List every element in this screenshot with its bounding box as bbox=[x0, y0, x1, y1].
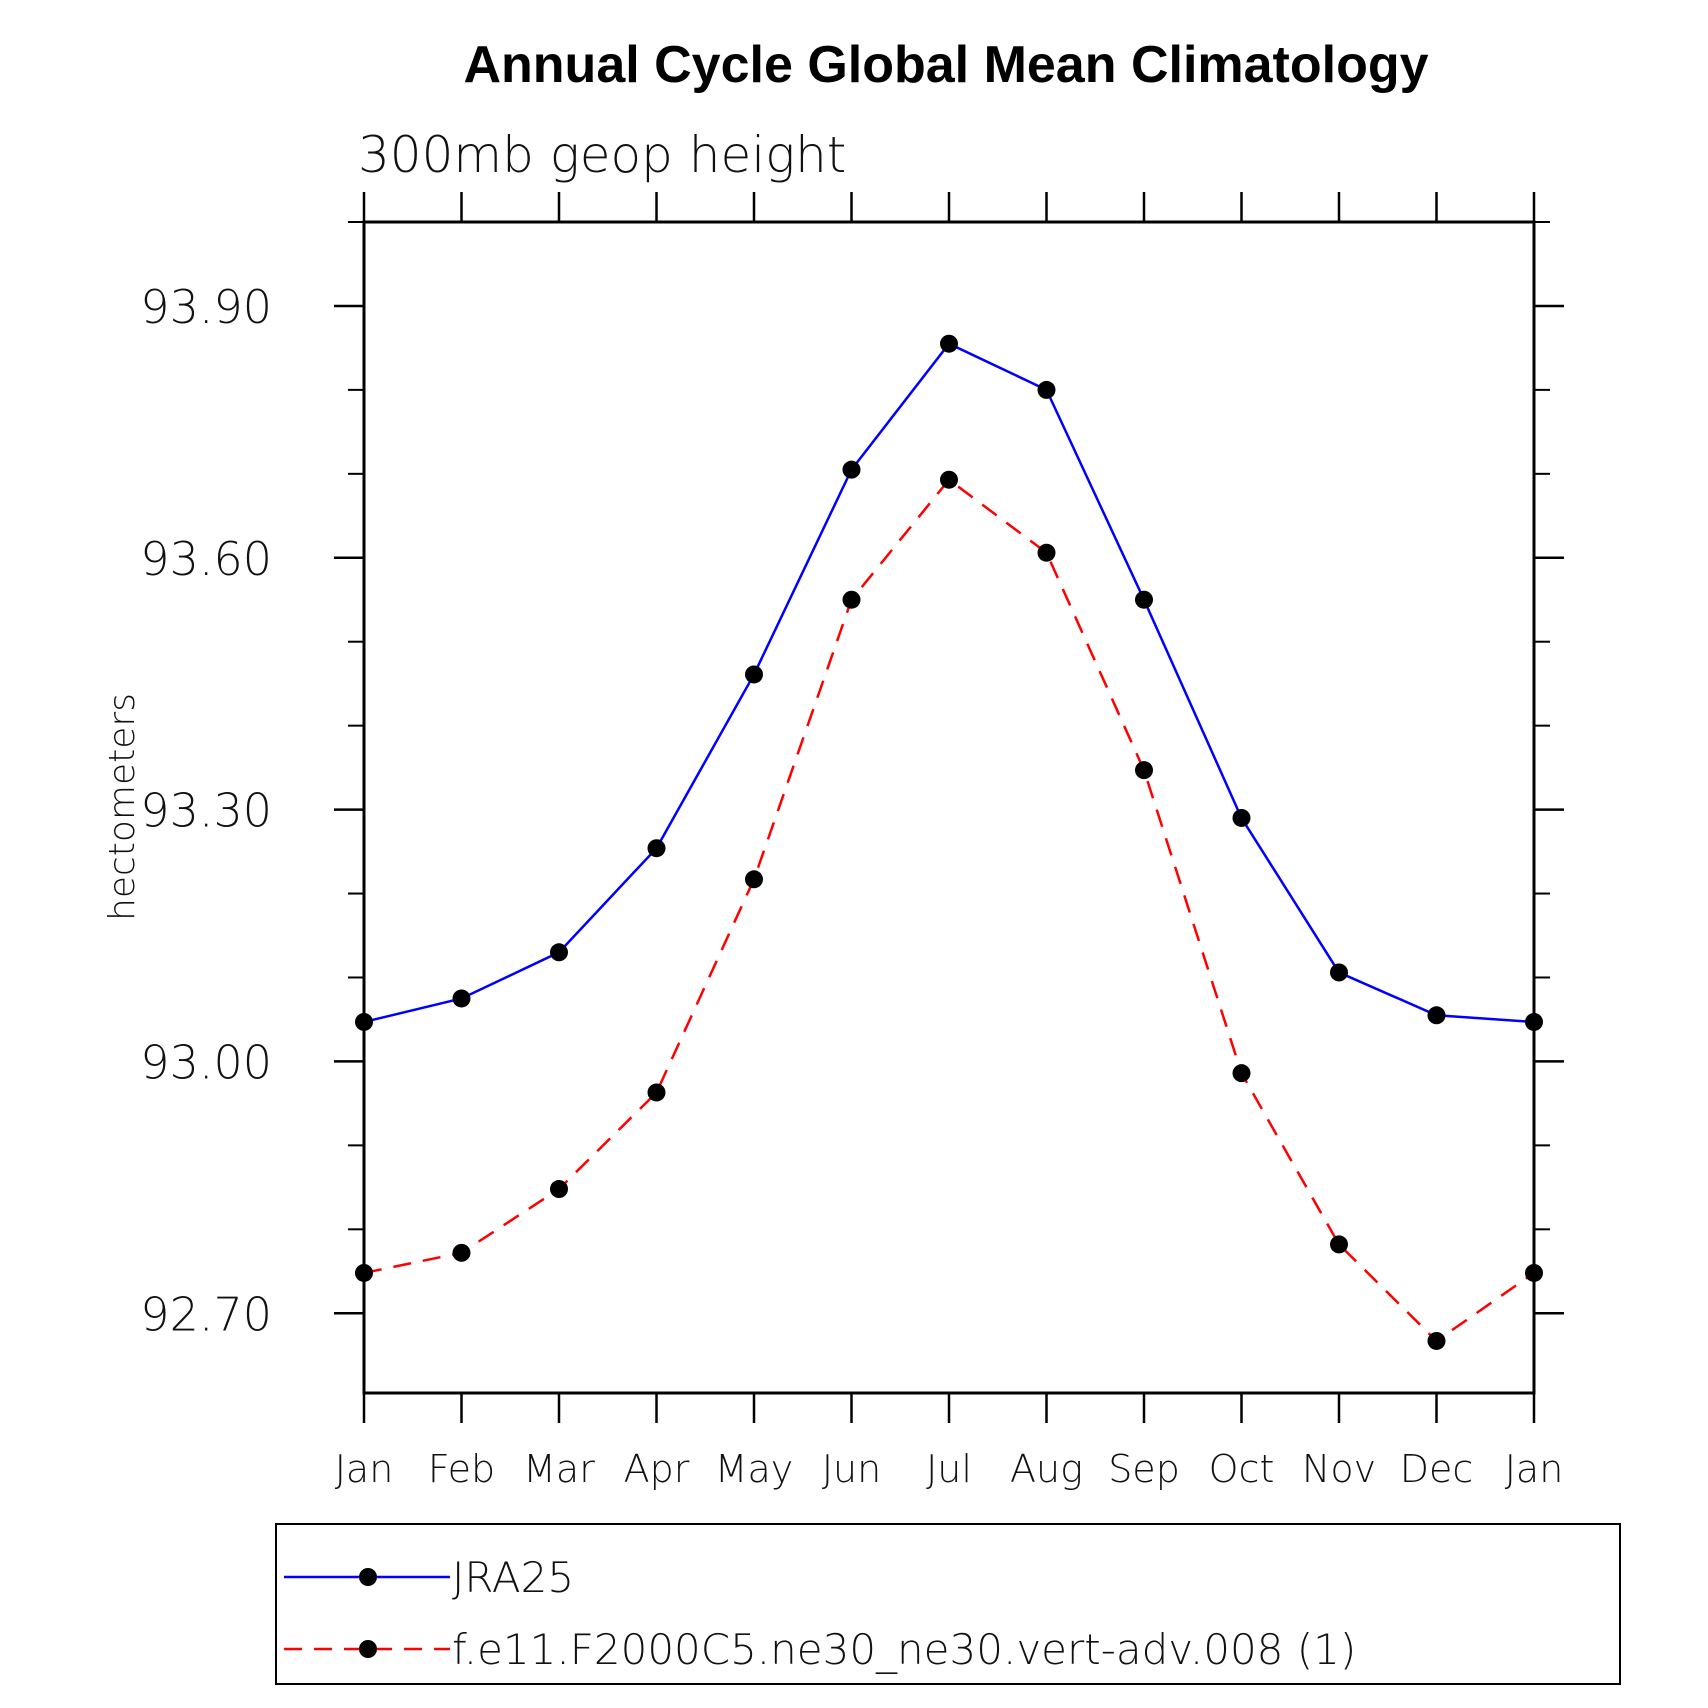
series-1-point bbox=[842, 460, 861, 479]
legend-marker-2 bbox=[359, 1640, 377, 1658]
chart-title: Annual Cycle Global Mean Climatology bbox=[463, 36, 1428, 94]
x-tick-label: Jan bbox=[335, 1447, 394, 1491]
legend-box bbox=[275, 1523, 1621, 1685]
series-2-point bbox=[940, 470, 958, 489]
x-tick-label: Feb bbox=[428, 1447, 495, 1491]
series-line-1 bbox=[363, 342, 1535, 1024]
legend-label-1: JRA25 bbox=[452, 1553, 574, 1602]
series-2-point bbox=[647, 1083, 666, 1102]
series-2-point bbox=[1427, 1331, 1446, 1350]
series-2-point bbox=[550, 1180, 568, 1199]
series-layer bbox=[355, 334, 1543, 1350]
series-1-point bbox=[1037, 380, 1056, 399]
series-1-point bbox=[1330, 963, 1348, 982]
x-tick-label: Aug bbox=[1010, 1447, 1083, 1491]
series-1-point bbox=[1135, 590, 1153, 609]
y-tick-label: 93.60 bbox=[140, 532, 272, 586]
plot-frame bbox=[362, 220, 1536, 1395]
series-1-point bbox=[355, 1012, 373, 1031]
series-2-point bbox=[1037, 543, 1056, 562]
series-2-point bbox=[1330, 1235, 1348, 1254]
series-1-point bbox=[940, 334, 958, 353]
series-2-point bbox=[745, 870, 763, 889]
legend-items: JRA25 f.e11.F2000C5.ne30_ne30.vert-adv.00… bbox=[284, 1553, 1356, 1674]
legend-label-2: f.e11.F2000C5.ne30_ne30.vert-adv.008 (1) bbox=[452, 1625, 1356, 1674]
series-1-point bbox=[1232, 808, 1251, 827]
y-tick-label: 92.70 bbox=[140, 1287, 272, 1341]
legend: JRA25 f.e11.F2000C5.ne30_ne30.vert-adv.00… bbox=[275, 1523, 1621, 1685]
series-line-2 bbox=[363, 477, 1535, 1343]
series-2-point bbox=[355, 1263, 373, 1282]
x-tick-label: Jun bbox=[822, 1447, 881, 1491]
x-tick-label: May bbox=[715, 1447, 794, 1491]
x-tick-label: Jul bbox=[926, 1447, 972, 1491]
ticks: Jan Feb Mar Apr May Jun Jul Aug Sep Oct Nov Dec Jan 9… bbox=[140, 192, 1564, 1491]
series-1-point bbox=[647, 839, 666, 858]
chart-subtitle: 300mb geop height bbox=[358, 126, 846, 184]
x-tick-label: Sep bbox=[1108, 1447, 1180, 1491]
y-tick-label: 93.30 bbox=[140, 784, 272, 838]
series-2-point bbox=[1525, 1263, 1543, 1282]
series-2-point bbox=[1232, 1064, 1251, 1083]
x-tick-label: Mar bbox=[523, 1447, 595, 1491]
series-2-point bbox=[842, 590, 861, 609]
y-tick-label: 93.90 bbox=[140, 280, 272, 334]
series-2-point bbox=[452, 1243, 471, 1262]
series-2-point bbox=[1135, 761, 1153, 780]
axes bbox=[362, 220, 1536, 1395]
x-tick-label: Apr bbox=[624, 1447, 690, 1491]
x-tick-label: Jan bbox=[1505, 1447, 1564, 1491]
series-1-point bbox=[550, 943, 568, 962]
series-1-point bbox=[745, 665, 763, 684]
x-tick-label: Nov bbox=[1302, 1447, 1376, 1491]
x-tick-label: Dec bbox=[1400, 1447, 1474, 1491]
legend-marker-1 bbox=[359, 1568, 377, 1586]
series-1-point bbox=[1427, 1006, 1446, 1025]
y-axis-label: hectometers bbox=[102, 693, 143, 921]
y-tick-label: 93.00 bbox=[140, 1035, 272, 1089]
series-1-point bbox=[452, 989, 471, 1008]
series-1-point bbox=[1525, 1012, 1543, 1031]
x-tick-label: Oct bbox=[1209, 1447, 1275, 1491]
